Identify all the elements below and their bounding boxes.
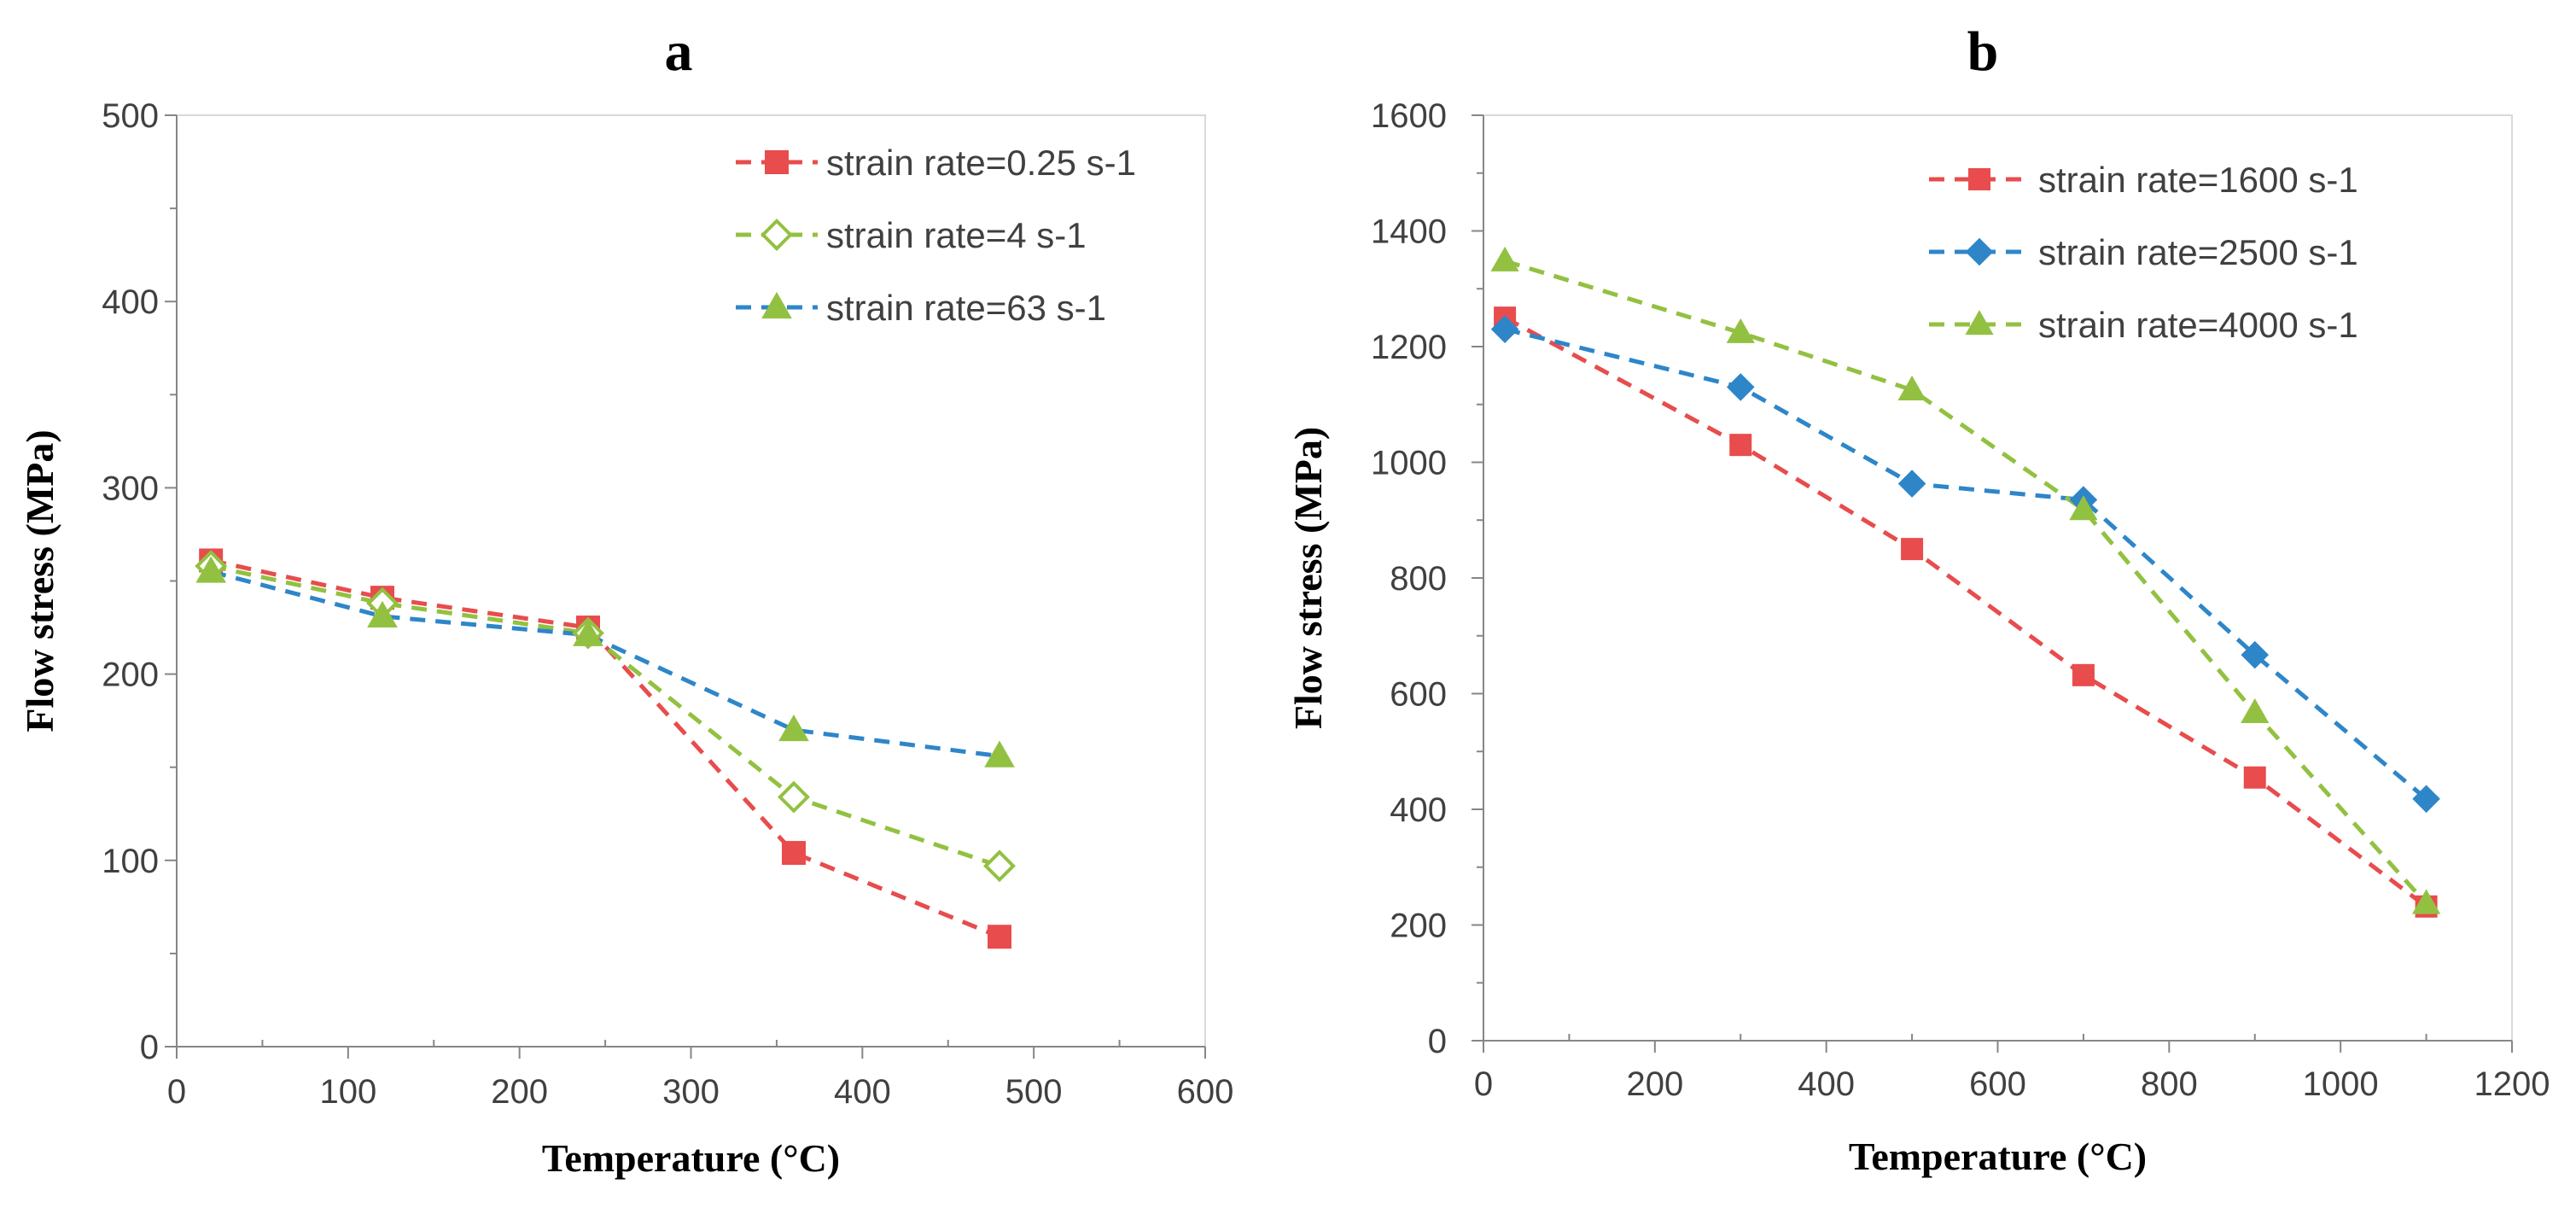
legend-label: strain rate=4000 s-1 <box>2038 305 2358 345</box>
y-tick-label: 200 <box>1390 907 1447 945</box>
series-line <box>1504 327 2428 801</box>
data-point <box>782 841 806 866</box>
y-tick-label: 300 <box>102 470 159 507</box>
series-line <box>210 563 1000 868</box>
y-tick-label: 0 <box>140 1029 159 1066</box>
series-line <box>1503 315 2428 908</box>
legend-marker <box>1965 237 1994 266</box>
data-point <box>983 849 1016 883</box>
y-tick-label: 200 <box>102 657 159 694</box>
x-tick-label: 1200 <box>2474 1065 2550 1103</box>
legend-label: strain rate=2500 s-1 <box>2038 232 2358 272</box>
y-tick-label: 500 <box>102 97 159 135</box>
chart-panel-b: b 0 200 400 600 800 1000 1200 1400 1600 0 200 400 600… <box>1286 20 2550 1178</box>
data-point <box>2241 697 2270 724</box>
data-point <box>2241 640 2270 669</box>
panel-label: b <box>1967 20 1999 83</box>
legend-marker <box>1968 168 1990 190</box>
x-axis-title: Temperature (°C) <box>542 1136 840 1180</box>
x-tick-label: 0 <box>167 1073 186 1111</box>
legend-label: strain rate=4 s-1 <box>826 215 1087 255</box>
x-tick-label: 500 <box>1005 1073 1063 1111</box>
series-line <box>210 558 1000 939</box>
legend-label: strain rate=0.25 s-1 <box>826 143 1136 183</box>
data-point <box>195 556 227 583</box>
x-tick-label: 100 <box>319 1073 376 1111</box>
y-tick-label: 1000 <box>1371 445 1447 482</box>
data-point <box>778 780 810 814</box>
data-point <box>778 714 809 742</box>
data-point <box>1490 315 1519 343</box>
data-point <box>1897 470 1926 498</box>
y-tick-label: 400 <box>102 283 159 321</box>
data-point <box>573 619 603 646</box>
series-line <box>210 569 1000 759</box>
data-point <box>1729 434 1752 457</box>
series-line <box>1504 259 2428 906</box>
x-tick-label: 200 <box>1626 1065 1683 1103</box>
x-tick-label: 800 <box>2141 1065 2198 1103</box>
x-tick-label: 400 <box>834 1073 891 1111</box>
data-point <box>367 600 398 628</box>
data-point <box>988 925 1011 949</box>
y-tick-label: 1200 <box>1371 329 1447 366</box>
data-point <box>1726 373 1755 401</box>
legend-label: strain rate=63 s-1 <box>826 288 1106 328</box>
data-point <box>2411 889 2441 914</box>
y-tick-label: 400 <box>1390 791 1447 829</box>
y-axis-title: Flow stress (MPa) <box>1286 427 1330 729</box>
x-tick-label: 1000 <box>2303 1065 2379 1103</box>
y-tick-label: 1600 <box>1371 97 1447 135</box>
data-point <box>1726 318 1755 343</box>
y-tick-label: 0 <box>1428 1023 1447 1060</box>
x-tick-label: 400 <box>1798 1065 1855 1103</box>
legend-marker <box>765 150 789 174</box>
panel-label: a <box>665 20 693 83</box>
data-point <box>1490 246 1519 271</box>
data-point <box>2072 663 2095 686</box>
x-tick-label: 600 <box>1969 1065 2026 1103</box>
data-point <box>1901 538 1924 561</box>
x-tick-label: 300 <box>662 1073 720 1111</box>
data-point <box>2069 495 2098 521</box>
legend-marker <box>761 219 793 251</box>
x-axis-title: Temperature (°C) <box>1849 1135 2147 1178</box>
chart-panel-a: a 0 100 200 300 400 500 0 100 200 300 400 500 600 Temp… <box>18 20 1233 1180</box>
x-tick-label: 600 <box>1177 1073 1234 1111</box>
y-tick-label: 600 <box>1390 676 1447 714</box>
y-axis-title: Flow stress (MPa) <box>18 429 61 732</box>
x-tick-label: 0 <box>1474 1065 1493 1103</box>
y-tick-label: 100 <box>102 843 159 880</box>
legend-label: strain rate=1600 s-1 <box>2038 160 2358 200</box>
data-point <box>2412 785 2440 814</box>
legend-marker <box>761 291 792 319</box>
data-point <box>1897 375 1926 400</box>
x-tick-label: 200 <box>491 1073 548 1111</box>
y-tick-label: 800 <box>1390 560 1447 598</box>
legend-marker <box>1965 310 1994 336</box>
data-point <box>984 740 1015 767</box>
data-point <box>2243 766 2266 789</box>
y-tick-label: 1400 <box>1371 213 1447 251</box>
